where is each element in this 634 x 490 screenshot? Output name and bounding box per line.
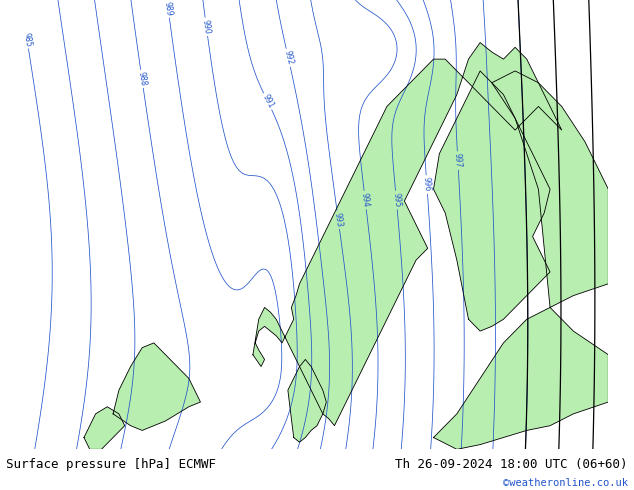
Text: ©weatheronline.co.uk: ©weatheronline.co.uk [503, 478, 628, 488]
Text: 985: 985 [22, 31, 33, 48]
Text: 989: 989 [163, 0, 174, 16]
Text: 996: 996 [422, 177, 432, 192]
Text: 997: 997 [453, 153, 463, 168]
Text: 990: 990 [201, 19, 212, 35]
Text: 992: 992 [282, 49, 294, 66]
Polygon shape [288, 360, 327, 442]
Polygon shape [434, 71, 550, 331]
Text: 988: 988 [136, 71, 148, 87]
Polygon shape [492, 71, 609, 307]
Polygon shape [434, 307, 609, 449]
Text: 995: 995 [391, 192, 401, 208]
Text: 993: 993 [333, 212, 344, 228]
Text: Surface pressure [hPa] ECMWF: Surface pressure [hPa] ECMWF [6, 458, 216, 471]
Text: 994: 994 [360, 192, 371, 208]
Polygon shape [84, 407, 125, 449]
Text: 991: 991 [261, 93, 275, 110]
Polygon shape [113, 343, 200, 430]
Text: Th 26-09-2024 18:00 UTC (06+60): Th 26-09-2024 18:00 UTC (06+60) [395, 458, 628, 471]
Polygon shape [253, 43, 562, 426]
